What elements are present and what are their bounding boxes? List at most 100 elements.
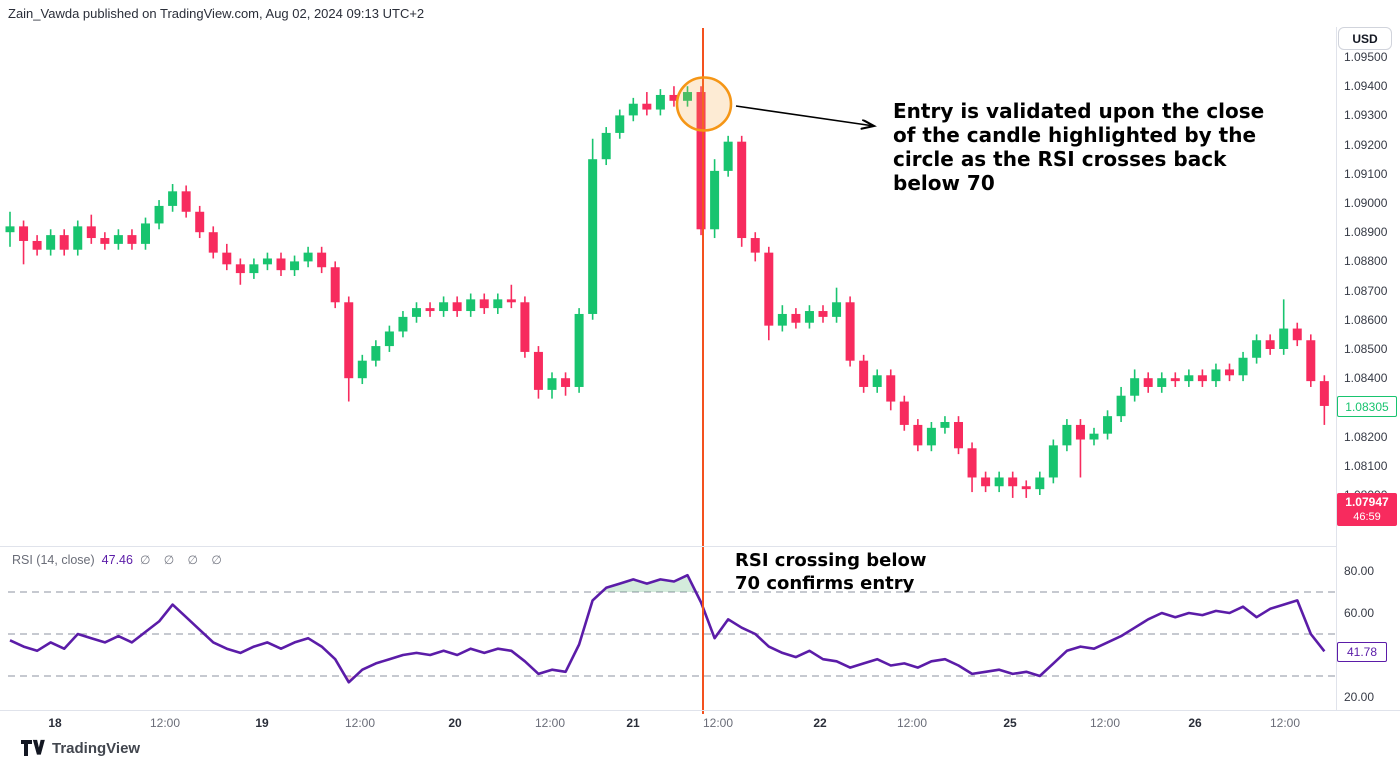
indicator-action-icons[interactable]: ∅ ∅ ∅ ∅ — [139, 553, 227, 567]
candle-body — [1252, 340, 1262, 358]
candle-body — [235, 264, 245, 274]
candle-body — [168, 191, 178, 206]
candle-body — [872, 375, 882, 387]
price-axis-label: 1.08900 — [1344, 225, 1388, 240]
candle-body — [73, 226, 83, 250]
tradingview-logo-icon — [21, 739, 45, 756]
last-price-label: 1.08305 — [1337, 396, 1397, 417]
candle-body — [547, 378, 557, 390]
price-axis-label: 1.08600 — [1344, 312, 1388, 327]
candle-body — [208, 232, 218, 253]
candle-body — [1279, 328, 1289, 349]
candle-body — [764, 252, 774, 326]
candle-body — [520, 302, 530, 352]
candle-body — [1319, 381, 1329, 406]
candle-body — [371, 346, 381, 361]
candle-body — [683, 92, 692, 101]
candle-body — [994, 477, 1004, 487]
candle-body — [832, 302, 842, 317]
candle-body — [398, 316, 408, 332]
candle-body — [859, 360, 869, 387]
candle-body — [642, 103, 652, 110]
rsi-overbought-fill — [601, 575, 696, 592]
candle-body — [330, 267, 340, 303]
annotation-arrow[interactable] — [735, 105, 874, 126]
candle-body — [845, 302, 855, 361]
time-axis-label: 19 — [255, 716, 269, 730]
candle-body — [1306, 340, 1316, 382]
candle-body — [1116, 395, 1126, 417]
candle-body — [249, 264, 259, 274]
price-axis-label: 1.09500 — [1344, 50, 1388, 64]
candle-body — [1035, 477, 1045, 490]
candle-body — [384, 331, 394, 347]
candle-body — [1184, 375, 1194, 382]
rsi-indicator-title: RSI (14, close) — [12, 553, 95, 567]
candle-body — [466, 299, 476, 312]
time-axis-label: 12:00 — [534, 716, 566, 730]
candle-body — [290, 261, 300, 271]
time-axis-label: 25 — [1003, 716, 1017, 730]
candle-body — [655, 94, 665, 110]
candle-body — [1225, 369, 1234, 376]
candle-body — [628, 103, 638, 116]
rsi-axis-label: 80.00 — [1344, 564, 1375, 578]
candle-body — [1143, 378, 1153, 387]
candle-body — [262, 258, 272, 265]
rsi-value-label: 41.78 — [1337, 642, 1387, 662]
time-axis-label: 26 — [1188, 716, 1202, 730]
candle-body — [1170, 378, 1180, 382]
price-axis-separator — [1336, 27, 1337, 711]
candle-body — [303, 252, 313, 262]
price-axis-label: 1.09100 — [1344, 166, 1388, 181]
candle-body — [344, 302, 354, 379]
rsi-indicator-value: 47.46 — [101, 553, 133, 567]
candle-body — [412, 308, 421, 317]
candle-body — [791, 313, 801, 323]
pane-separator[interactable] — [0, 546, 1336, 547]
candle-body — [425, 308, 435, 312]
rsi-oversold-fill — [345, 676, 1040, 683]
entry-annotation-text[interactable]: Entry is validated upon the close of the… — [893, 99, 1265, 195]
candle-body — [601, 132, 611, 160]
time-axis-label: 12:00 — [896, 716, 928, 730]
time-axis-label: 12:00 — [702, 716, 734, 730]
candle-body — [1103, 416, 1113, 434]
footer-branding[interactable]: TradingView — [20, 739, 140, 757]
candle-body — [222, 252, 232, 265]
rsi-line — [9, 573, 1326, 684]
candle-countdown: 46:59 — [1353, 510, 1381, 523]
candle-body — [954, 422, 963, 449]
candle-body — [533, 351, 543, 390]
attribution-text: Zain_Vawda published on TradingView.com,… — [8, 6, 425, 21]
candle-body — [1211, 369, 1221, 382]
candle-body — [899, 401, 909, 425]
candle-body — [886, 375, 896, 402]
candle-body — [141, 223, 150, 244]
time-axis-label: 20 — [448, 716, 462, 730]
candle-body — [100, 238, 110, 244]
highlight-circle[interactable] — [675, 76, 733, 132]
candle-body — [1062, 424, 1072, 446]
candle-body — [926, 427, 936, 446]
candle-body — [561, 378, 571, 387]
candle-body — [574, 313, 584, 387]
time-axis-label: 12:00 — [1089, 716, 1121, 730]
countdown-price-value: 1.07947 — [1345, 494, 1389, 509]
rsi-axis-label: 20.00 — [1344, 690, 1375, 704]
candle-body — [1157, 378, 1167, 387]
currency-toggle-button[interactable]: USD — [1338, 27, 1392, 50]
time-axis-label: 12:00 — [1269, 716, 1301, 730]
rsi-indicator-legend: RSI (14, close) 47.46 ∅ ∅ ∅ ∅ — [12, 553, 227, 567]
candle-body — [1197, 375, 1207, 382]
candle-body — [493, 299, 503, 309]
last-price-value: 1.08305 — [1345, 399, 1389, 414]
rsi-last-value: 41.78 — [1346, 645, 1378, 659]
rsi-annotation-text[interactable]: RSI crossing below 70 confirms entry — [735, 550, 927, 594]
price-axis-label: 1.09300 — [1344, 108, 1388, 123]
candle-body — [479, 299, 489, 309]
candle-body — [1089, 433, 1099, 440]
tradingview-brand-text: TradingView — [52, 739, 141, 757]
candle-body — [452, 302, 462, 312]
